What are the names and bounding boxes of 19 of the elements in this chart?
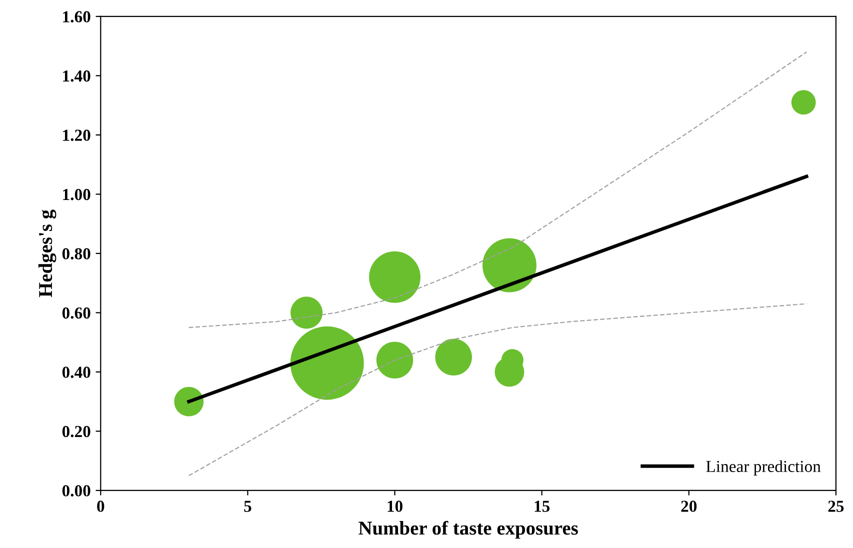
y-tick-label: 1.40 <box>63 70 90 82</box>
y-tick-label: 1.60 <box>63 11 90 22</box>
x-tick-label: 20 <box>681 500 697 512</box>
y-tick-label: 0.60 <box>62 307 90 319</box>
y-tick-label: 0.20 <box>62 426 90 438</box>
x-tick-label: 5 <box>244 500 252 512</box>
y-tick-label: 0.40 <box>62 366 90 378</box>
y-tick-label: 1.20 <box>63 130 90 141</box>
x-tick-label: 0 <box>97 500 104 512</box>
y-axis-title: Hedges's g <box>38 210 56 298</box>
legend-label: Linear prediction <box>706 460 821 476</box>
y-tick-label: 0.80 <box>62 248 90 260</box>
x-axis-title: Number of taste exposures <box>358 520 578 539</box>
x-tick-label: 25 <box>828 500 844 512</box>
x-tick-label: 15 <box>534 500 550 512</box>
line-series <box>188 51 808 328</box>
y-tick-label: 0.00 <box>62 485 90 496</box>
y-tick-label: 1.00 <box>63 188 90 200</box>
x-tick-label: 10 <box>388 500 402 512</box>
